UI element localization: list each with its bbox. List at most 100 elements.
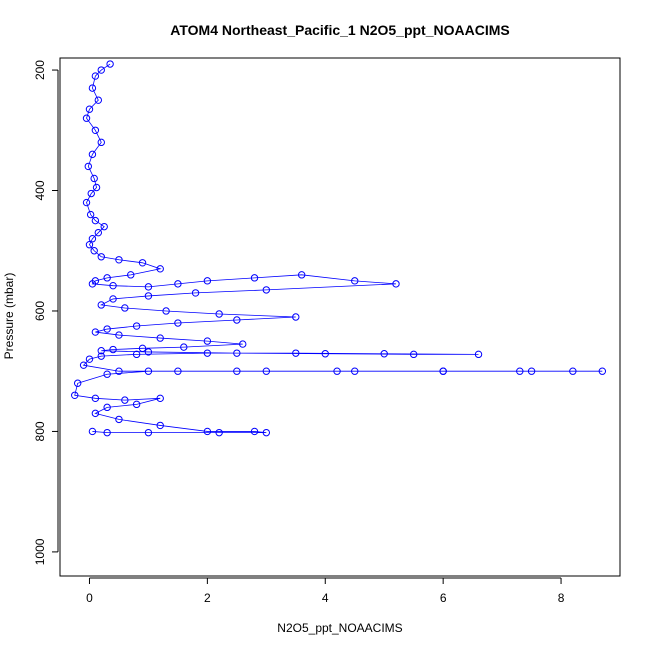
data-point [239, 340, 247, 348]
data-point [103, 428, 111, 437]
data-point [174, 367, 182, 375]
data-point [144, 283, 153, 291]
data-point [91, 216, 100, 225]
data-point [233, 367, 241, 375]
data-point [439, 367, 447, 375]
x-axis: 0 2 4 6 8 [86, 577, 565, 605]
data-point [94, 228, 103, 237]
data-point [115, 367, 123, 375]
data-point [191, 289, 200, 297]
data-point [203, 277, 212, 285]
data-point [79, 361, 88, 369]
data-point [71, 391, 79, 400]
data-point [144, 292, 153, 300]
data-point [73, 379, 82, 387]
data-point [85, 355, 94, 363]
data-point [88, 280, 97, 288]
data-point [91, 394, 100, 403]
data-point [121, 396, 129, 404]
y-tick-label: 1000 [33, 538, 47, 565]
data-point [88, 427, 97, 436]
data-point [156, 421, 164, 430]
x-axis-label: N2O5_ppt_NOAACIMS [277, 621, 402, 635]
data-point [333, 367, 341, 375]
data-point [97, 347, 105, 355]
data-point [87, 189, 95, 198]
data-point [106, 60, 114, 68]
data-point [115, 331, 123, 339]
x-tick-label: 0 [86, 591, 93, 605]
data-point [90, 174, 98, 183]
y-tick-label: 600 [33, 301, 47, 321]
data-point [162, 307, 170, 315]
data-point [115, 256, 123, 264]
data-point [84, 162, 92, 171]
data-point [215, 310, 223, 318]
data-point [174, 319, 182, 327]
data-point [97, 253, 105, 261]
data-point [132, 350, 141, 359]
data-point [297, 271, 306, 279]
x-tick-label: 2 [204, 591, 211, 605]
data-point [109, 295, 117, 303]
data-point [103, 274, 111, 282]
data-point [409, 350, 418, 359]
data-point [103, 370, 111, 378]
data-point [144, 348, 153, 356]
data-point [174, 280, 182, 288]
data-point [91, 126, 100, 134]
chart-title: ATOM4 Northeast_Pacific_1 N2O5_ppt_NOAAC… [170, 22, 509, 38]
y-tick-label: 400 [33, 180, 47, 200]
data-point [97, 301, 105, 309]
data-point [144, 367, 153, 375]
series-layer [71, 60, 607, 437]
data-point [109, 345, 117, 354]
data-point [88, 150, 97, 159]
series-line [74, 63, 603, 434]
data-point [132, 322, 141, 330]
data-point [380, 350, 388, 358]
data-point [90, 247, 98, 255]
y-tick-label: 800 [33, 421, 47, 441]
data-point [203, 349, 212, 357]
data-point [97, 138, 105, 147]
data-point [88, 234, 97, 243]
data-point [203, 427, 212, 436]
data-point [156, 334, 164, 342]
data-point [262, 428, 271, 437]
data-point [598, 367, 607, 375]
data-point [85, 105, 94, 113]
data-point [82, 198, 91, 207]
data-point [100, 222, 108, 231]
data-point [82, 114, 91, 122]
data-point [262, 286, 271, 294]
data-point [292, 349, 300, 357]
data-point [156, 265, 164, 273]
data-point [321, 350, 329, 358]
data-point [92, 183, 101, 192]
y-tick-label: 200 [33, 60, 47, 80]
data-point [103, 325, 111, 333]
data-point [292, 313, 300, 321]
data-point [121, 304, 129, 312]
data-point [109, 281, 117, 290]
x-tick-label: 8 [558, 591, 565, 605]
data-point [86, 210, 95, 219]
data-point [138, 344, 147, 353]
data-point [156, 394, 164, 403]
data-point [91, 72, 100, 80]
data-point [351, 367, 359, 375]
data-point [516, 367, 524, 375]
data-point [569, 367, 577, 375]
data-point [138, 259, 147, 267]
x-tick-label: 4 [322, 591, 329, 605]
data-point [215, 428, 223, 437]
data-point [474, 350, 483, 359]
data-point [132, 400, 141, 409]
data-point [97, 66, 105, 74]
data-point [94, 96, 103, 104]
plot-frame [59, 57, 621, 577]
data-point [262, 367, 271, 375]
data-point [103, 403, 111, 412]
